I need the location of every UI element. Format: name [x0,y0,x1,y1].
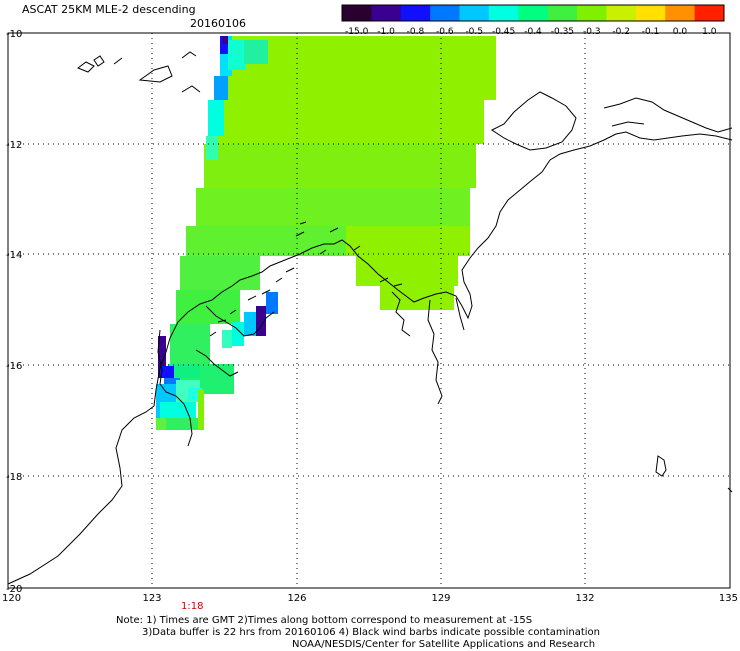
colorbar-label: -0.5 [465,27,483,37]
swath-cell [158,336,166,378]
swath-cell [204,144,476,188]
latitude-label: -18 [6,472,22,483]
note-line-2: 3)Data buffer is 22 hrs from 20160106 4)… [142,627,600,638]
longitude-label: 123 [142,593,161,604]
colorbar-segment [430,5,461,21]
colorbar-label: -0.3 [583,27,601,37]
longitude-label: 132 [575,593,594,604]
colorbar-label: -0.45 [492,27,515,37]
swath-cell [228,40,246,70]
colorbar-segment [694,5,725,21]
note-line-3: NOAA/NESDIS/Center for Satellite Applica… [292,639,596,650]
colorbar-segment [547,5,578,21]
colorbar-segment [518,5,549,21]
colorbar-label: -0.1 [642,27,660,37]
swath-cell [222,36,228,44]
swath-cell [214,76,228,100]
swath-time-label: 1:18 [181,601,204,612]
swath-cell [244,312,256,336]
swath-cell [160,366,174,378]
colorbar-segment [488,5,519,21]
note-line-1: Note: 1) Times are GMT 2)Times along bot… [116,615,533,626]
colorbar-segment [606,5,637,21]
colorbar-segment [635,5,666,21]
longitude-label: 120 [2,593,21,604]
latitude-label: -14 [6,250,22,261]
plot-border [7,32,731,589]
product-title: ASCAT 25KM MLE-2 descending [22,3,196,16]
longitude-label: 129 [431,593,450,604]
colorbar-frame [341,4,725,22]
colorbar-segment [400,5,431,21]
swath-cell [222,330,232,348]
swath-cell [232,322,244,346]
swath-cell [256,306,266,336]
colorbar-label: -15.0 [345,27,369,37]
colorbar-label: -0.2 [612,27,630,37]
swath-cell [198,390,204,430]
product-date: 20160106 [190,17,246,30]
swath-cell [186,226,346,256]
colorbar-label: -0.4 [524,27,542,37]
swath-cell [356,256,458,286]
colorbar-label: 0.0 [673,27,688,37]
swath-cell [196,188,470,226]
colorbar-label: -0.35 [551,27,574,37]
swath-cell [176,290,240,324]
swath-cell [168,364,200,378]
latitude-label: -20 [6,584,22,595]
colorbar-segment [577,5,607,21]
longitude-label: 135 [719,593,738,604]
colorbar-segment [342,5,372,21]
swath-cell [266,292,278,314]
colorbar-label: -0.6 [436,27,454,37]
coastline [7,51,733,585]
lat-lon-grid [8,33,730,588]
swath-cell [208,100,224,136]
swath-cell [244,40,268,64]
colorbar-labels: -15.0 -1.0 -0.8 -0.6 -0.5 -0.45 -0.4 -0.35 -0.3 -… [345,27,717,37]
colorbar-label: -1.0 [377,27,395,37]
swath-cell [170,324,210,364]
colorbar-label: 1.0 [702,27,717,37]
colorbar-segment [371,5,402,21]
latitude-labels: -10 -12 -14 -16 -18 -20 [6,29,22,595]
swath-cell [410,298,446,310]
swath-cell [220,36,228,54]
swath-cell [212,100,484,144]
latitude-label: -16 [6,361,22,372]
swath-cell [166,418,200,430]
longitude-label: 126 [287,593,306,604]
colorbar-segment [665,5,696,21]
swath-cell [206,136,218,160]
latitude-label: -10 [6,29,22,40]
latitude-label: -12 [6,140,22,151]
footer-notes: Note: 1) Times are GMT 2)Times along bot… [116,615,600,651]
swath-cell [180,256,260,290]
wind-swath [156,36,496,430]
swath-cell [156,418,166,430]
swath-cell [346,226,470,256]
colorbar-segment [459,5,490,21]
longitude-labels: 120 123 126 129 132 135 [2,593,738,604]
colorbar-label: -0.8 [407,27,425,37]
colorbar [341,4,725,22]
